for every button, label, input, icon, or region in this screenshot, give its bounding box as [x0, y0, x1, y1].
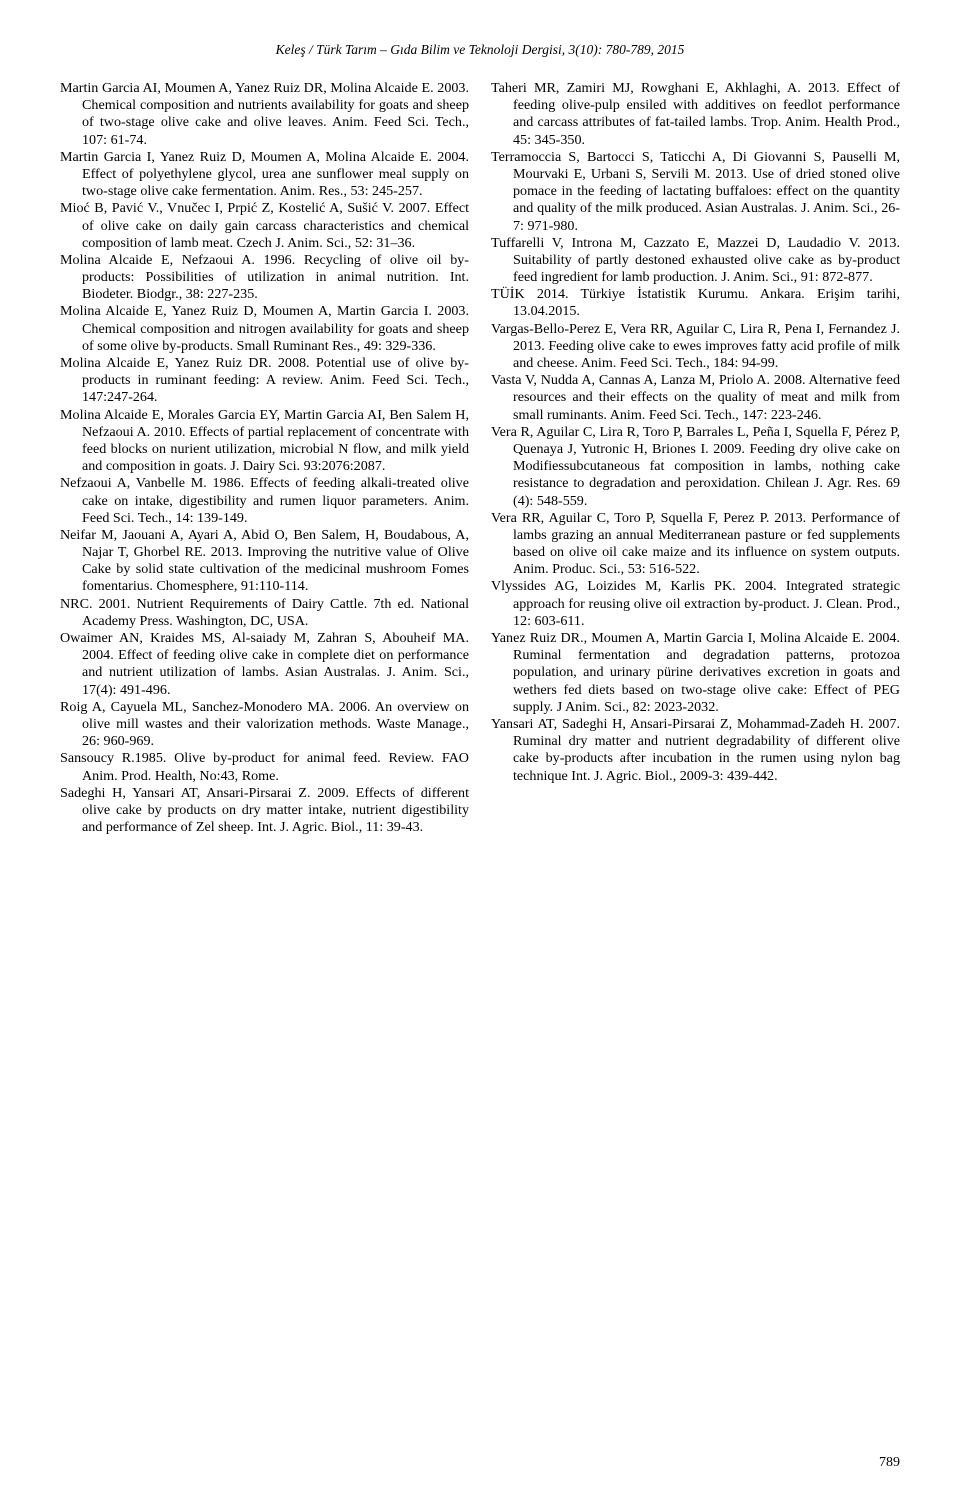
- reference-entry: Vera RR, Aguilar C, Toro P, Squella F, P…: [491, 510, 900, 579]
- reference-entry: Taheri MR, Zamiri MJ, Rowghani E, Akhlag…: [491, 80, 900, 149]
- reference-entry: Yansari AT, Sadeghi H, Ansari-Pirsarai Z…: [491, 716, 900, 785]
- reference-entry: Martin Garcia AI, Moumen A, Yanez Ruiz D…: [60, 80, 469, 149]
- reference-entry: Tuffarelli V, Introna M, Cazzato E, Mazz…: [491, 235, 900, 287]
- reference-entry: Yanez Ruiz DR., Moumen A, Martin Garcia …: [491, 630, 900, 716]
- reference-entry: Vlyssides AG, Loizides M, Karlis PK. 200…: [491, 578, 900, 630]
- reference-entry: Sadeghi H, Yansari AT, Ansari-Pirsarai Z…: [60, 785, 469, 837]
- reference-entry: Molina Alcaide E, Morales Garcia EY, Mar…: [60, 407, 469, 476]
- reference-entry: Molina Alcaide E, Yanez Ruiz D, Moumen A…: [60, 303, 469, 355]
- page: Keleş / Türk Tarım – Gıda Bilim ve Tekno…: [0, 0, 960, 1501]
- reference-entry: Terramoccia S, Bartocci S, Taticchi A, D…: [491, 149, 900, 235]
- reference-entry: Neifar M, Jaouani A, Ayari A, Abid O, Be…: [60, 527, 469, 596]
- reference-entry: Molina Alcaide E, Nefzaoui A. 1996. Recy…: [60, 252, 469, 304]
- reference-entry: Vargas-Bello-Perez E, Vera RR, Aguilar C…: [491, 321, 900, 373]
- page-number: 789: [879, 1455, 900, 1471]
- reference-entry: NRC. 2001. Nutrient Requirements of Dair…: [60, 596, 469, 630]
- reference-entry: Roig A, Cayuela ML, Sanchez-Monodero MA.…: [60, 699, 469, 751]
- references-columns: Martin Garcia AI, Moumen A, Yanez Ruiz D…: [60, 80, 900, 836]
- reference-entry: Vasta V, Nudda A, Cannas A, Lanza M, Pri…: [491, 372, 900, 424]
- reference-entry: TÜİK 2014. Türkiye İstatistik Kurumu. An…: [491, 286, 900, 320]
- reference-entry: Molina Alcaide E, Yanez Ruiz DR. 2008. P…: [60, 355, 469, 407]
- reference-entry: Nefzaoui A, Vanbelle M. 1986. Effects of…: [60, 475, 469, 527]
- reference-entry: Mioć B, Pavić V., Vnučec I, Prpić Z, Kos…: [60, 200, 469, 252]
- reference-entry: Vera R, Aguilar C, Lira R, Toro P, Barra…: [491, 424, 900, 510]
- reference-entry: Sansoucy R.1985. Olive by-product for an…: [60, 750, 469, 784]
- reference-entry: Owaimer AN, Kraides MS, Al-saiady M, Zah…: [60, 630, 469, 699]
- running-head: Keleş / Türk Tarım – Gıda Bilim ve Tekno…: [60, 42, 900, 58]
- reference-entry: Martin Garcia I, Yanez Ruiz D, Moumen A,…: [60, 149, 469, 201]
